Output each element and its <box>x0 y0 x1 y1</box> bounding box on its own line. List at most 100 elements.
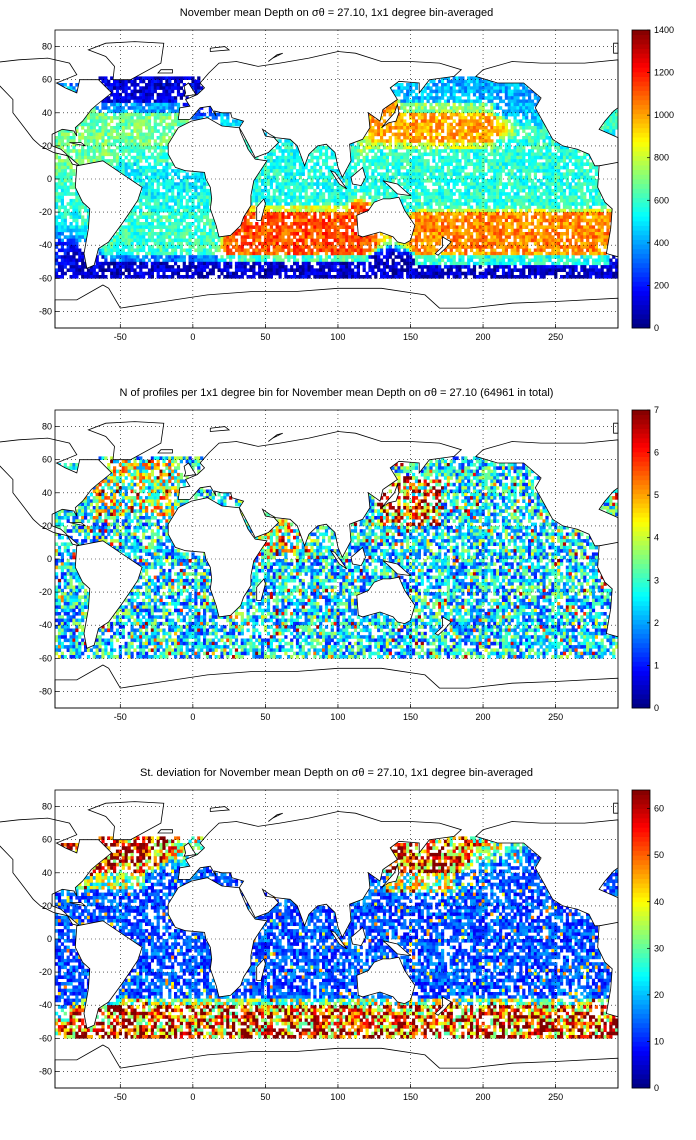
data-cell <box>98 109 102 114</box>
data-cell <box>461 136 465 140</box>
data-cell <box>449 222 453 226</box>
data-cell <box>420 172 424 177</box>
data-cell <box>327 215 331 220</box>
data-cell <box>409 142 413 147</box>
data-cell <box>165 232 169 236</box>
data-cell <box>426 129 430 133</box>
data-cell <box>156 99 160 104</box>
data-cell <box>510 83 514 87</box>
data-cell <box>86 126 91 130</box>
data-cell <box>475 162 479 167</box>
data-cell <box>115 129 120 133</box>
data-cell <box>510 102 514 107</box>
data-cell <box>403 109 407 114</box>
data-cell <box>130 162 134 167</box>
data-cell <box>57 232 62 236</box>
data-cell <box>156 162 160 167</box>
data-cell <box>412 169 416 173</box>
data-cell <box>174 218 178 223</box>
data-cell <box>528 172 532 177</box>
data-cell <box>528 188 532 193</box>
data-cell <box>513 122 517 127</box>
data-cell <box>519 169 523 173</box>
data-cell <box>432 188 436 193</box>
data-cell <box>121 145 125 150</box>
data-cell <box>519 232 523 236</box>
data-cell <box>591 198 596 203</box>
data-cell <box>191 185 195 190</box>
data-cell <box>185 172 189 177</box>
data-cell <box>487 92 491 97</box>
data-cell <box>330 182 334 186</box>
data-cell <box>304 215 308 220</box>
data-cell <box>501 182 506 186</box>
data-cell <box>362 205 366 210</box>
data-cell <box>406 136 410 140</box>
data-cell <box>542 139 546 143</box>
data-cell <box>522 83 526 87</box>
data-cell <box>275 159 279 163</box>
data-cell <box>133 169 137 173</box>
data-cell <box>266 205 271 210</box>
data-cell <box>69 198 73 203</box>
data-cell <box>336 235 340 239</box>
data-cell <box>412 102 416 107</box>
data-cell <box>403 106 407 110</box>
data-cell <box>78 122 82 127</box>
data-cell <box>539 155 543 160</box>
data-cell <box>391 175 395 180</box>
data-cell <box>380 152 384 157</box>
data-cell <box>557 188 561 193</box>
data-cell <box>165 228 169 233</box>
data-cell <box>461 83 465 87</box>
data-cell <box>580 155 584 160</box>
data-cell <box>368 119 372 124</box>
data-cell <box>313 222 317 226</box>
data-cell <box>496 182 500 186</box>
data-cell <box>530 198 535 203</box>
data-cell <box>385 139 389 143</box>
data-cell <box>304 218 308 223</box>
data-cell <box>525 132 529 137</box>
data-cell <box>139 175 143 180</box>
data-cell <box>72 208 76 213</box>
data-cell <box>142 179 146 183</box>
data-cell <box>269 215 273 220</box>
data-cell <box>269 202 273 206</box>
data-cell <box>153 119 157 124</box>
data-cell <box>275 205 279 210</box>
data-cell <box>324 232 329 236</box>
data-cell <box>580 208 584 213</box>
data-cell <box>441 129 445 133</box>
data-cell <box>478 149 482 153</box>
data-cell <box>115 132 120 137</box>
data-cell <box>348 172 352 177</box>
data-cell <box>293 159 297 163</box>
data-cell <box>107 79 111 84</box>
data-cell <box>153 122 157 127</box>
data-cell <box>162 165 166 170</box>
data-cell <box>84 136 88 140</box>
data-cell <box>470 86 474 90</box>
data-cell <box>359 185 363 190</box>
data-cell <box>481 126 485 130</box>
data-cell <box>258 172 262 177</box>
data-cell <box>200 215 204 220</box>
data-cell <box>133 142 137 147</box>
data-cell <box>115 145 120 150</box>
data-cell <box>191 182 195 186</box>
data-cell <box>89 136 93 140</box>
data-cell <box>66 159 70 163</box>
data-cell <box>545 142 549 147</box>
data-cell <box>536 145 540 150</box>
data-cell <box>513 212 517 216</box>
data-cell <box>374 165 378 170</box>
data-cell <box>234 122 239 127</box>
data-cell <box>475 119 479 124</box>
data-cell <box>104 119 108 124</box>
data-cell <box>458 116 462 120</box>
data-cell <box>197 198 201 203</box>
data-cell <box>591 182 596 186</box>
data-cell <box>586 175 590 180</box>
data-cell <box>464 99 468 104</box>
